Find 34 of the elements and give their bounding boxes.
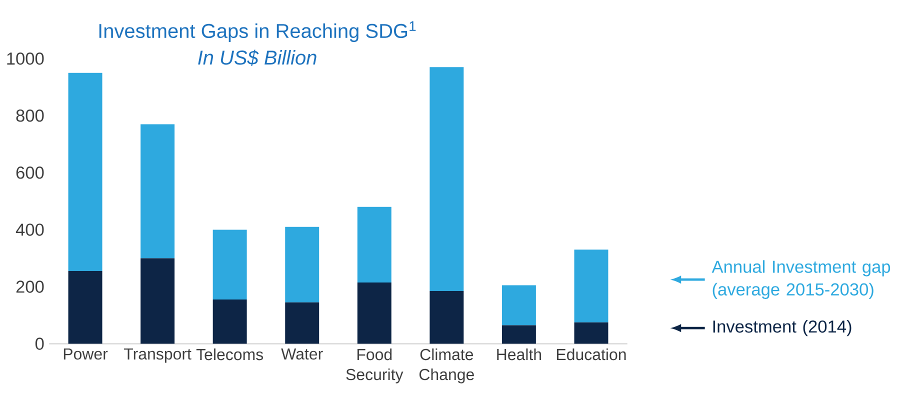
y-tick-label: 0: [35, 338, 44, 350]
x-tick-label: Transport: [124, 348, 192, 363]
bar: [430, 67, 464, 292]
x-tick-label: Food Security: [346, 348, 404, 384]
bar: [68, 271, 102, 344]
bar: [502, 285, 536, 326]
chart-subtitle: In US$ Billion: [198, 50, 316, 66]
chart-title: Investment Gaps in Reaching SDG$^{1}$: [99, 21, 416, 42]
y-tick-label: 1000: [7, 52, 44, 65]
x-tick-label: Telecoms: [196, 348, 264, 360]
y-tick-label: 600: [16, 166, 44, 179]
bar: [357, 282, 392, 344]
bar: [574, 250, 608, 323]
bar: [140, 258, 175, 344]
bar: [68, 73, 102, 272]
y-tick-label: 200: [16, 280, 44, 293]
x-tick-label: Power: [64, 348, 108, 360]
x-tick-label: Health: [497, 348, 542, 360]
x-tick-label: Water: [281, 348, 323, 360]
bar: [285, 226, 320, 303]
x-tick-label: Climate Change: [419, 348, 474, 384]
x-tick-label: Education: [556, 348, 626, 360]
bar: [574, 322, 608, 344]
bar: [357, 207, 392, 283]
bar: [285, 302, 320, 344]
bar: [502, 325, 536, 344]
legend-label: Investment (2014): [713, 320, 852, 336]
y-tick-label: 800: [16, 110, 44, 122]
y-tick-label: 400: [16, 224, 44, 236]
legend-label: Annual Investment gap (average 2015-2030): [712, 260, 890, 300]
bar: [212, 300, 247, 344]
bar: [212, 230, 247, 300]
bar: [140, 124, 175, 258]
bar: [430, 291, 464, 344]
